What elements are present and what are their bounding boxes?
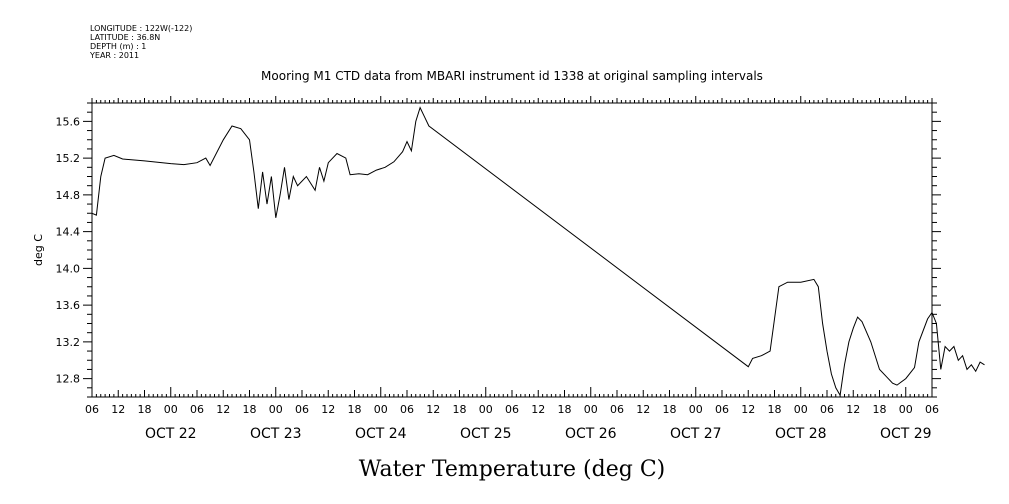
- y-tick-label: 12.8: [56, 373, 81, 386]
- y-tick-label: 14.4: [56, 226, 81, 239]
- x-tick-label: 12: [111, 403, 125, 416]
- x-tick-label: 12: [741, 403, 755, 416]
- x-tick-label: 06: [400, 403, 414, 416]
- x-tick-label: 00: [479, 403, 493, 416]
- x-tick-label: 06: [505, 403, 519, 416]
- y-axis-ticks: [83, 102, 941, 398]
- y-tick-label: 14.8: [56, 189, 81, 202]
- y-tick-label: 13.2: [56, 336, 81, 349]
- x-day-label: OCT 23: [250, 426, 302, 442]
- y-axis-tick-labels: 12.8 13.2 13.6 14.0 14.4 14.8 15.2 15.6: [56, 115, 81, 385]
- header-latitude: LATITUDE : 36.8N: [90, 33, 160, 42]
- x-tick-label: 06: [715, 403, 729, 416]
- x-tick-label: 00: [584, 403, 598, 416]
- x-tick-label: 00: [689, 403, 703, 416]
- y-tick-label: 15.2: [56, 152, 81, 165]
- x-tick-label: 18: [663, 403, 677, 416]
- x-tick-label: 18: [138, 403, 152, 416]
- plot-frame: [91, 102, 933, 398]
- x-tick-label: 18: [348, 403, 362, 416]
- chart-title: Mooring M1 CTD data from MBARI instrumen…: [261, 69, 763, 83]
- x-tick-label: 06: [190, 403, 204, 416]
- x-tick-label: 06: [820, 403, 834, 416]
- x-axis-day-labels: OCT 22 OCT 23 OCT 24 OCT 25 OCT 26 OCT 27 OCT …: [145, 426, 932, 442]
- series-line: [91, 106, 985, 397]
- x-day-label: OCT 27: [670, 426, 722, 442]
- x-tick-label: 06: [925, 403, 939, 416]
- x-tick-label: 12: [636, 403, 650, 416]
- x-tick-label: 18: [873, 403, 887, 416]
- x-tick-label: 00: [794, 403, 808, 416]
- x-tick-label: 12: [321, 403, 335, 416]
- x-tick-label: 06: [610, 403, 624, 416]
- x-tick-label: 12: [426, 403, 440, 416]
- x-day-label: OCT 22: [145, 426, 197, 442]
- y-tick-label: 14.0: [56, 262, 81, 275]
- x-axis-ticks: [91, 96, 933, 397]
- x-tick-label: 18: [768, 403, 782, 416]
- x-day-label: OCT 26: [565, 426, 617, 442]
- header-block: LONGITUDE : 122W(-122) LATITUDE : 36.8N …: [89, 24, 192, 60]
- y-axis-label: deg C: [32, 234, 45, 266]
- header-year: YEAR : 2011: [89, 51, 139, 60]
- x-day-label: OCT 24: [355, 426, 407, 442]
- x-tick-label: 00: [164, 403, 178, 416]
- x-tick-label: 06: [295, 403, 309, 416]
- x-tick-label: 12: [216, 403, 230, 416]
- header-longitude: LONGITUDE : 122W(-122): [90, 24, 192, 33]
- x-tick-label: 00: [899, 403, 913, 416]
- x-tick-label: 00: [269, 403, 283, 416]
- x-tick-label: 00: [374, 403, 388, 416]
- x-day-label: OCT 29: [880, 426, 932, 442]
- header-depth: DEPTH (m) : 1: [90, 42, 146, 51]
- x-tick-label: 12: [531, 403, 545, 416]
- x-day-label: OCT 25: [460, 426, 512, 442]
- x-day-label: OCT 28: [775, 426, 827, 442]
- x-tick-label: 12: [846, 403, 860, 416]
- x-axis-hour-labels: 06 12 18 00 06 12 18 00 06 12 18 00 06 12 18 00 06 12 18 00…: [85, 403, 939, 416]
- x-tick-label: 18: [453, 403, 467, 416]
- y-tick-label: 13.6: [56, 299, 81, 312]
- x-tick-label: 18: [243, 403, 257, 416]
- y-tick-label: 15.6: [56, 115, 81, 128]
- x-tick-label: 18: [558, 403, 572, 416]
- x-tick-label: 06: [85, 403, 99, 416]
- x-axis-label: Water Temperature (deg C): [359, 457, 666, 482]
